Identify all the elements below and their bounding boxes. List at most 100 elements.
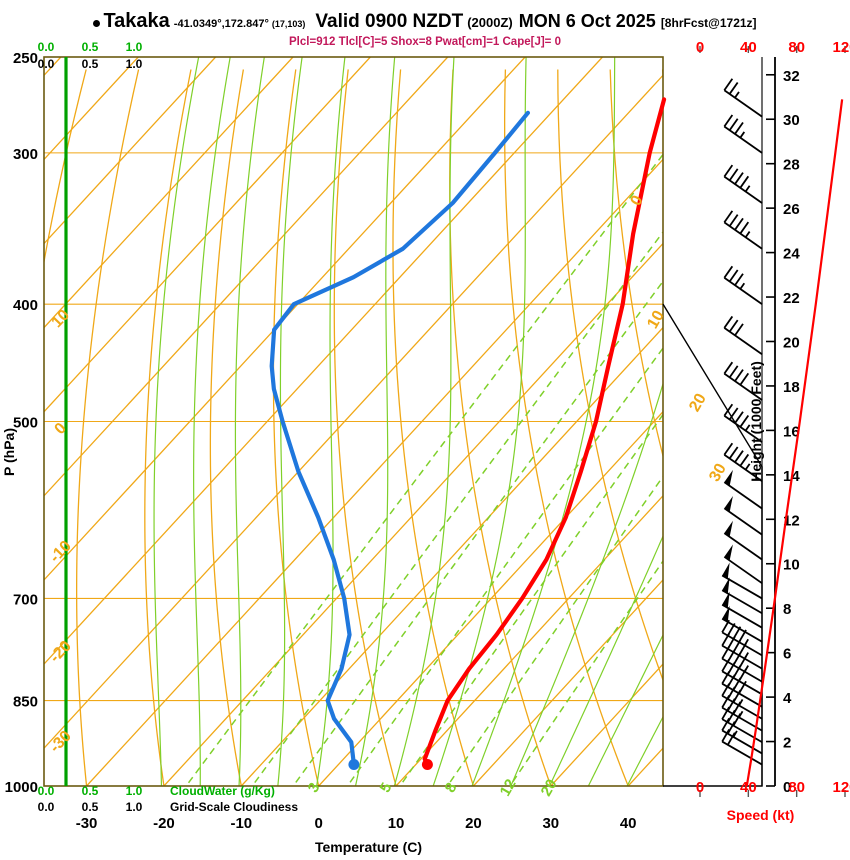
- wind-barb: [723, 520, 763, 561]
- speed-tick-label: 0: [696, 39, 704, 56]
- isotherm-line: [44, 57, 603, 666]
- wind-barb: [721, 591, 763, 629]
- moist-adiabat-line: [316, 57, 346, 786]
- moist-adiabat-line: [393, 57, 455, 786]
- moist-adiabat-line: [432, 57, 527, 786]
- height-tick-label: 32: [783, 68, 800, 85]
- speed-tick-label: 40: [740, 39, 757, 56]
- height-tick-label: 22: [783, 290, 800, 307]
- wind-barb: [723, 265, 763, 305]
- speed-axis-title: Speed (kt): [727, 807, 795, 823]
- cloudiness-tick-label: 1.0: [126, 800, 143, 814]
- mixing-ratio-line: [446, 475, 663, 786]
- height-tick-label: 16: [783, 423, 800, 440]
- wind-barb: [721, 577, 763, 615]
- height-tick-label: 24: [783, 246, 800, 263]
- forecast-tag: [8hrFcst@1721z]: [660, 16, 757, 30]
- dry-adiabat-line: [392, 69, 475, 786]
- mixing-ratio-label: 3: [305, 780, 324, 796]
- dry-adiabat-line: [557, 69, 663, 682]
- dry-adiabat-line: [144, 69, 192, 786]
- height-tick-label: 20: [783, 334, 800, 351]
- isotherm-line: [44, 57, 526, 581]
- dry-adiabat-line: [209, 69, 245, 786]
- pressure-tick-label: 1000: [5, 779, 38, 796]
- dry-adiabat-line: [503, 69, 629, 786]
- pressure-tick-label: 250: [13, 50, 38, 67]
- isotherm-label: -30: [47, 728, 75, 757]
- temperature-tick-label: -10: [230, 815, 252, 832]
- station-dot-icon: [93, 20, 101, 27]
- mixing-ratio-label: 8: [442, 780, 461, 796]
- dry-adiabat-label: 0: [628, 193, 647, 209]
- wind-barb: [723, 315, 763, 356]
- grid-point: (17,103): [271, 19, 306, 29]
- pressure-tick-label: 500: [13, 415, 38, 432]
- height-tick-label: 26: [783, 201, 800, 218]
- height-axis-title: Height (1000 Feet): [748, 361, 764, 482]
- dewpoint-surface-marker: [348, 759, 360, 771]
- pressure-tick-label: 400: [13, 297, 38, 314]
- cloudiness-top-tick-label: 0.0: [38, 57, 55, 71]
- wind-barb: [723, 469, 763, 510]
- temperature-surface-marker: [421, 759, 433, 771]
- plot-frame: [43, 56, 664, 787]
- mixing-ratio-label: 12: [497, 776, 520, 799]
- mixing-ratio-label: 5: [377, 780, 396, 796]
- cloudwater-top-tick-label: 1.0: [126, 40, 143, 54]
- cloudwater-tick-label: 1.0: [126, 784, 143, 798]
- cloudiness-top-tick-label: 1.0: [126, 57, 143, 71]
- speed-tick-label: 120: [832, 39, 850, 56]
- isotherm-line: [44, 57, 449, 497]
- height-tick-label: 30: [783, 112, 800, 129]
- isotherm-line: [395, 494, 663, 786]
- wind-panel-outline: [662, 303, 763, 787]
- dry-adiabat-line: [75, 69, 140, 786]
- height-tick-label: 18: [783, 379, 800, 396]
- height-tick-label: 4: [783, 690, 792, 707]
- dry-adiabat-line: [820, 69, 850, 732]
- temperature-tick-label: 20: [465, 815, 482, 832]
- valid-time-utc: (2000Z): [467, 15, 513, 30]
- isotherm-label: -10: [47, 538, 75, 567]
- wind-barb: [723, 403, 763, 443]
- temperature-tick-label: 10: [388, 815, 405, 832]
- moist-adiabat-line: [277, 57, 303, 786]
- speed-tick-label: 40: [740, 779, 757, 796]
- cloudwater-title: CloudWater (g/Kg): [170, 784, 275, 798]
- temperature-tick-label: 0: [315, 815, 323, 832]
- wind-barb: [721, 728, 763, 766]
- wind-barb: [723, 442, 763, 482]
- moist-adiabat-line: [354, 57, 396, 786]
- isotherm-line: [163, 242, 663, 786]
- isotherm-label: -20: [47, 638, 75, 667]
- cloudwater-tick-label: 0.5: [82, 784, 99, 798]
- pressure-tick-label: 700: [13, 591, 38, 608]
- moist-adiabat-line: [193, 57, 231, 786]
- pressure-axis-title: P (hPa): [1, 428, 17, 476]
- cloudwater-top-tick-label: 0.0: [38, 40, 55, 54]
- dry-adiabat-label: 30: [706, 461, 730, 485]
- station-coords: -41.0349°,172.847°: [173, 18, 269, 30]
- temperature-trace: [422, 97, 667, 767]
- cloudiness-tick-label: 0.0: [38, 800, 55, 814]
- moist-adiabat-line: [234, 57, 265, 786]
- moist-adiabat-line: [153, 57, 200, 786]
- height-profile-trace: [745, 99, 844, 787]
- dewpoint-trace: [269, 110, 531, 767]
- grid-layer: [44, 57, 850, 786]
- wind-barb: [723, 361, 763, 401]
- wind-barb: [723, 78, 763, 118]
- temperature-tick-label: -20: [153, 815, 175, 832]
- height-tick-label: 10: [783, 557, 800, 574]
- speed-tick-label: 80: [788, 779, 805, 796]
- mixing-ratio-line: [292, 280, 663, 786]
- pressure-tick-label: 850: [13, 694, 38, 711]
- temperature-tick-label: 30: [542, 815, 559, 832]
- sounding-parameters: Plcl=912 Tlcl[C]=5 Shox=8 Pwat[cm]=1 Cap…: [289, 36, 561, 48]
- mixing-ratio-line: [509, 559, 663, 786]
- wind-barb: [723, 210, 763, 250]
- dry-adiabat-label: 10: [644, 308, 668, 332]
